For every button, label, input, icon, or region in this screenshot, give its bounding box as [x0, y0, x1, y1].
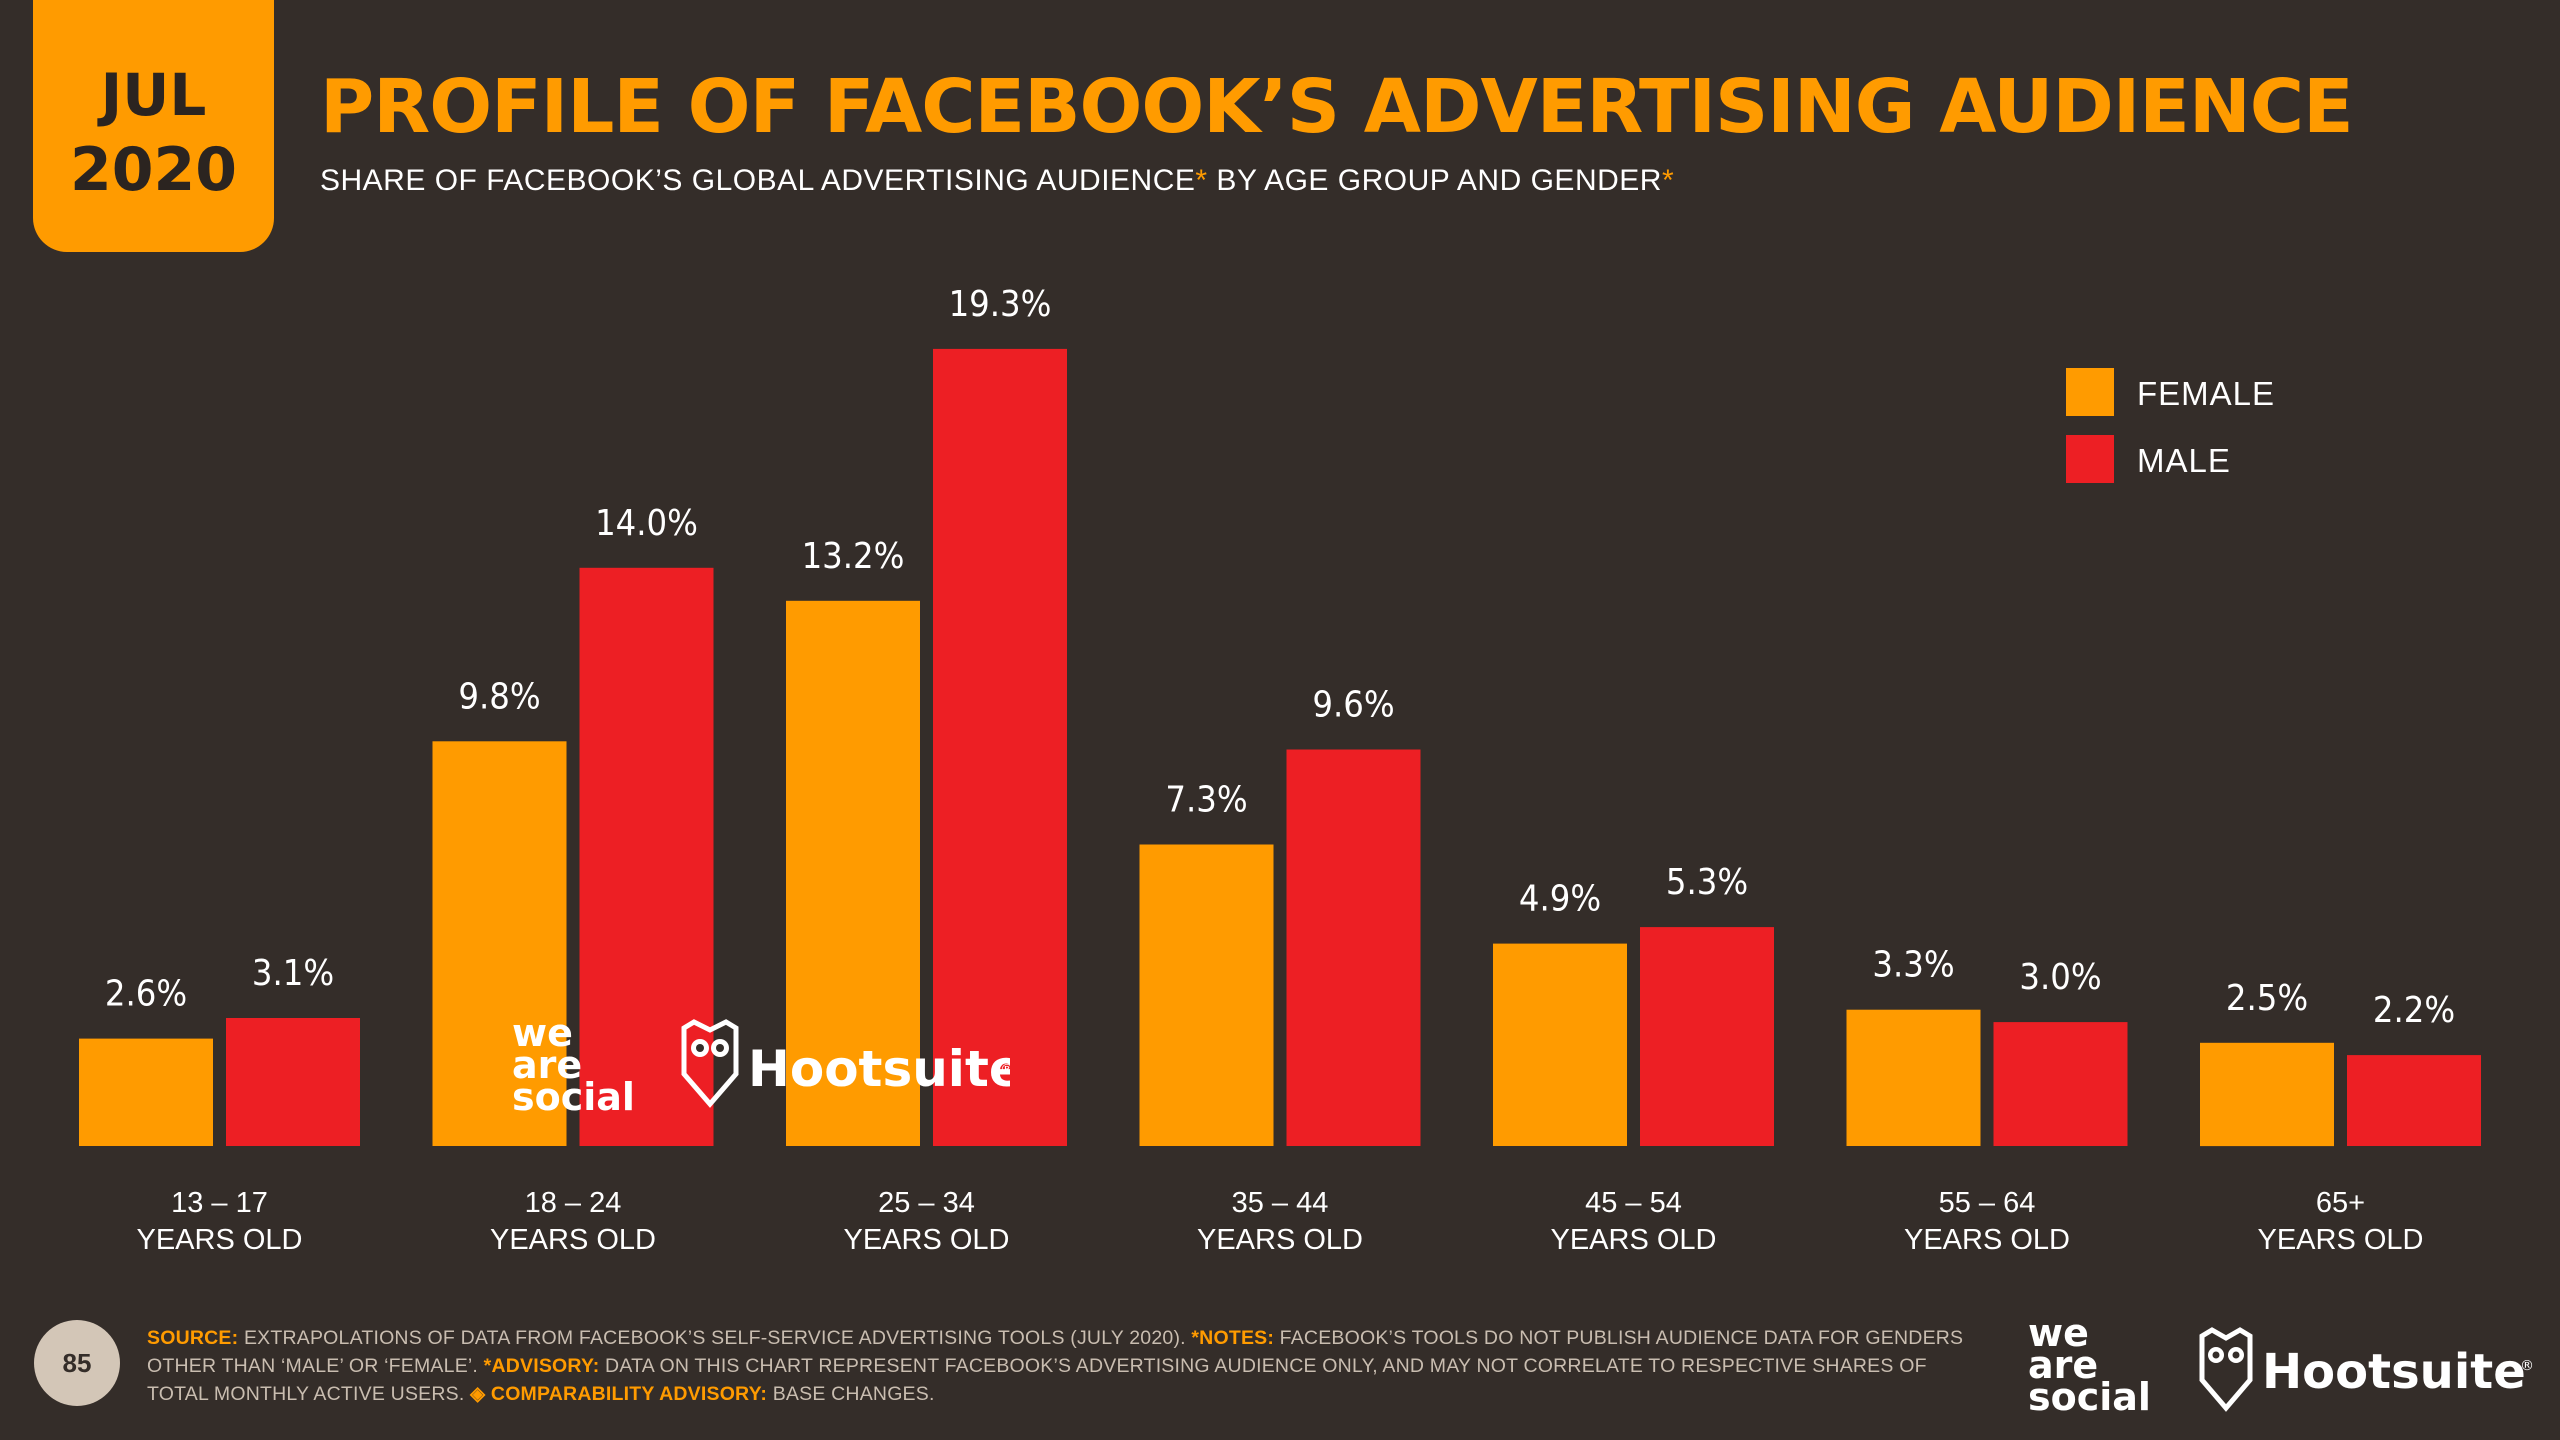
category-label-5-line-0: 55 – 64: [1939, 1187, 2036, 1219]
subtitle-asterisk-2: *: [1661, 164, 1675, 197]
badge-year: 2020: [70, 135, 237, 205]
data-label-female-0: 2.6%: [105, 974, 187, 1015]
registered-mark: ®: [1000, 1062, 1010, 1078]
comparability-label: ◈ COMPARABILITY ADVISORY:: [470, 1383, 768, 1405]
bar-female-0: [79, 1038, 213, 1146]
category-label-5-line-1: YEARS OLD: [1904, 1224, 2070, 1256]
category-label-3-line-0: 35 – 44: [1232, 1187, 1329, 1219]
footer-logos: we are social Hootsuite ®: [2028, 1311, 2534, 1419]
category-label-4-line-1: YEARS OLD: [1551, 1224, 1717, 1256]
logo-we-text: we: [512, 1011, 573, 1055]
bar-female-3: [1139, 844, 1274, 1146]
page-title: PROFILE OF FACEBOOK’S ADVERTISING AUDIEN…: [320, 64, 2354, 150]
data-label-female-6: 2.5%: [2226, 978, 2308, 1019]
footnote: SOURCE: EXTRAPOLATIONS OF DATA FROM FACE…: [147, 1324, 1967, 1408]
logo-are-text: are: [512, 1043, 582, 1087]
data-label-male-4: 5.3%: [1666, 862, 1748, 903]
bar-female-6: [2200, 1042, 2334, 1147]
data-label-male-0: 3.1%: [252, 953, 334, 994]
bar-male-5: [1993, 1022, 2128, 1146]
watermark-logos: we are social Hootsuite ®: [512, 1011, 1010, 1118]
page-number: 85: [34, 1320, 120, 1406]
bar-male-3: [1286, 749, 1421, 1146]
category-label-0-line-1: YEARS OLD: [137, 1224, 303, 1256]
category-label-1-line-0: 18 – 24: [525, 1187, 622, 1219]
legend-label-male: MALE: [2137, 442, 2231, 479]
bar-male-6: [2347, 1055, 2481, 1146]
advisory-label: *ADVISORY:: [483, 1355, 600, 1377]
owl-icon: [681, 1019, 739, 1108]
footer-owl-icon: [2199, 1327, 2253, 1412]
footer-logo-we: we: [2028, 1311, 2089, 1355]
footer-hootsuite-wordmark: Hootsuite: [2262, 1344, 2526, 1400]
bar-female-1: [432, 741, 567, 1146]
bar-female-2: [786, 600, 920, 1146]
legend-swatch-male: [2066, 435, 2114, 483]
data-label-female-5: 3.3%: [1872, 945, 1954, 986]
category-label-6-line-0: 65+: [2316, 1187, 2365, 1219]
source-text: EXTRAPOLATIONS OF DATA FROM FACEBOOK’S S…: [238, 1327, 1192, 1349]
footer-we-are-social-logo: we are social: [2028, 1311, 2151, 1419]
bar-female-4: [1493, 943, 1627, 1146]
category-label-6-line-1: YEARS OLD: [2258, 1224, 2424, 1256]
we-are-social-logo: we are social: [512, 1011, 635, 1118]
data-label-female-4: 4.9%: [1519, 879, 1601, 920]
data-label-female-1: 9.8%: [458, 676, 540, 717]
category-label-3-line-1: YEARS OLD: [1197, 1224, 1363, 1256]
data-label-male-5: 3.0%: [2019, 957, 2101, 998]
page-subtitle: SHARE OF FACEBOOK’S GLOBAL ADVERTISING A…: [320, 166, 1674, 196]
data-label-male-1: 14.0%: [595, 503, 698, 544]
data-label-male-6: 2.2%: [2373, 990, 2455, 1031]
bar-male-0: [226, 1018, 360, 1146]
notes-text: FACEBOOK’S TOOLS DO NOT PUBLISH AUDIENCE…: [147, 1327, 1964, 1377]
category-label-4-line-0: 45 – 54: [1585, 1187, 1682, 1219]
data-label-female-3: 7.3%: [1165, 780, 1247, 821]
category-label-1-line-1: YEARS OLD: [490, 1224, 656, 1256]
footer-logo-social: social: [2028, 1375, 2151, 1419]
data-label-male-3: 9.6%: [1312, 685, 1394, 726]
source-label: SOURCE:: [147, 1327, 239, 1349]
data-label-male-2: 19.3%: [949, 284, 1052, 325]
data-label-female-2: 13.2%: [802, 536, 905, 577]
category-label-2-line-1: YEARS OLD: [844, 1224, 1010, 1256]
bar-male-2: [933, 348, 1067, 1146]
legend-swatch-female: [2066, 368, 2114, 416]
badge-month: JUL: [100, 61, 207, 129]
footer-logo-are: are: [2028, 1343, 2098, 1387]
legend-label-female: FEMALE: [2137, 375, 2276, 412]
notes-label: *NOTES:: [1191, 1327, 1275, 1349]
footer-registered-mark: ®: [2520, 1358, 2534, 1374]
advisory-text: DATA ON THIS CHART REPRESENT FACEBOOK’S …: [147, 1355, 1927, 1405]
category-label-0-line-0: 13 – 17: [171, 1187, 268, 1219]
logo-social-text: social: [512, 1075, 635, 1118]
subtitle-text: SHARE OF FACEBOOK’S GLOBAL ADVERTISING A…: [320, 164, 1196, 197]
date-badge: JUL 2020: [33, 0, 274, 252]
bar-male-4: [1640, 927, 1774, 1146]
hootsuite-wordmark: Hootsuite: [748, 1040, 1010, 1098]
subtitle-text-2: BY AGE GROUP AND GENDER: [1207, 164, 1662, 197]
bar-female-5: [1846, 1009, 1981, 1146]
category-label-2-line-0: 25 – 34: [878, 1187, 975, 1219]
comparability-text: BASE CHANGES.: [767, 1383, 935, 1405]
bar-chart: 2.6% 3.1% 13 – 17 YEARS OLD 9.8% 14.0% 18 – 24…: [79, 284, 2481, 1256]
subtitle-asterisk: *: [1195, 164, 1208, 197]
